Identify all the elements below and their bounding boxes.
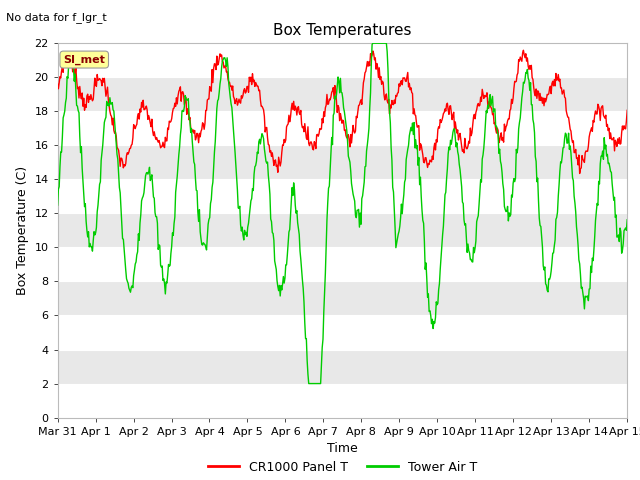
Bar bbox=[58, 43, 627, 77]
Bar bbox=[58, 315, 627, 349]
Bar bbox=[58, 214, 627, 247]
Y-axis label: Box Temperature (C): Box Temperature (C) bbox=[16, 166, 29, 295]
Title: Box Temperatures: Box Temperatures bbox=[273, 23, 412, 38]
Bar bbox=[58, 111, 627, 145]
X-axis label: Time: Time bbox=[327, 442, 358, 455]
Bar bbox=[58, 77, 627, 111]
Text: No data for f_lgr_t: No data for f_lgr_t bbox=[6, 12, 107, 23]
Bar bbox=[58, 349, 627, 384]
Bar bbox=[58, 145, 627, 180]
Bar bbox=[58, 281, 627, 315]
Text: SI_met: SI_met bbox=[63, 54, 105, 65]
Bar bbox=[58, 384, 627, 418]
Legend: CR1000 Panel T, Tower Air T: CR1000 Panel T, Tower Air T bbox=[203, 456, 482, 479]
Bar bbox=[58, 180, 627, 214]
Bar bbox=[58, 247, 627, 281]
